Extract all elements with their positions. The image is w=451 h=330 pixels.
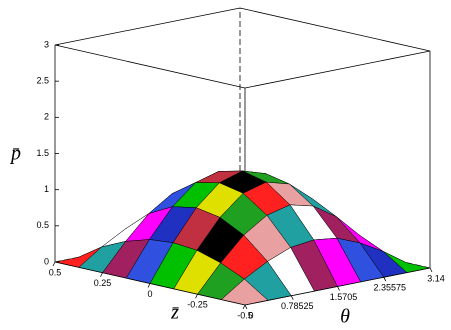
x-tick-label: 0.78525 — [281, 301, 314, 311]
axis-line — [244, 267, 431, 306]
y-tick-label: 0.5 — [49, 267, 62, 277]
x-tick-label: 0 — [248, 310, 253, 320]
x-tick — [429, 267, 433, 273]
x-tick — [290, 295, 294, 300]
y-tick — [195, 294, 198, 299]
box-edge — [54, 7, 241, 46]
z-tick-label: 0.5 — [36, 220, 49, 230]
z-tick-label: 1 — [44, 184, 49, 194]
x-tick — [337, 286, 340, 291]
x-tick-label: 2.35575 — [374, 283, 407, 293]
z-tick-label: 2.5 — [36, 76, 49, 86]
x-axis-label: θ — [340, 306, 350, 328]
box-edge — [239, 7, 431, 52]
y-tick — [52, 261, 56, 267]
x-tick — [244, 304, 248, 310]
y-tick-label: -0.25 — [187, 300, 208, 310]
y-tick-label: 0 — [147, 289, 152, 299]
y-tick-label: 0.25 — [94, 278, 112, 288]
y-tick — [147, 283, 151, 288]
z-tick-label: 2 — [44, 112, 49, 122]
x-tick-label: 1.5705 — [330, 292, 358, 302]
z-axis-label: p̄ — [9, 143, 21, 165]
y-tick — [100, 272, 103, 277]
y-tick — [242, 304, 246, 310]
box-edge — [244, 50, 431, 89]
z-tick-label: 0 — [44, 256, 49, 266]
box-edge — [54, 44, 246, 89]
y-tick-label: -0.5 — [237, 310, 253, 320]
x-tick — [383, 277, 387, 282]
z-tick-label: 1.5 — [36, 148, 49, 158]
x-tick-label: 3.14 — [427, 273, 445, 283]
z-tick-label: 3 — [44, 39, 49, 49]
y-axis-label: z̄ — [170, 302, 179, 324]
